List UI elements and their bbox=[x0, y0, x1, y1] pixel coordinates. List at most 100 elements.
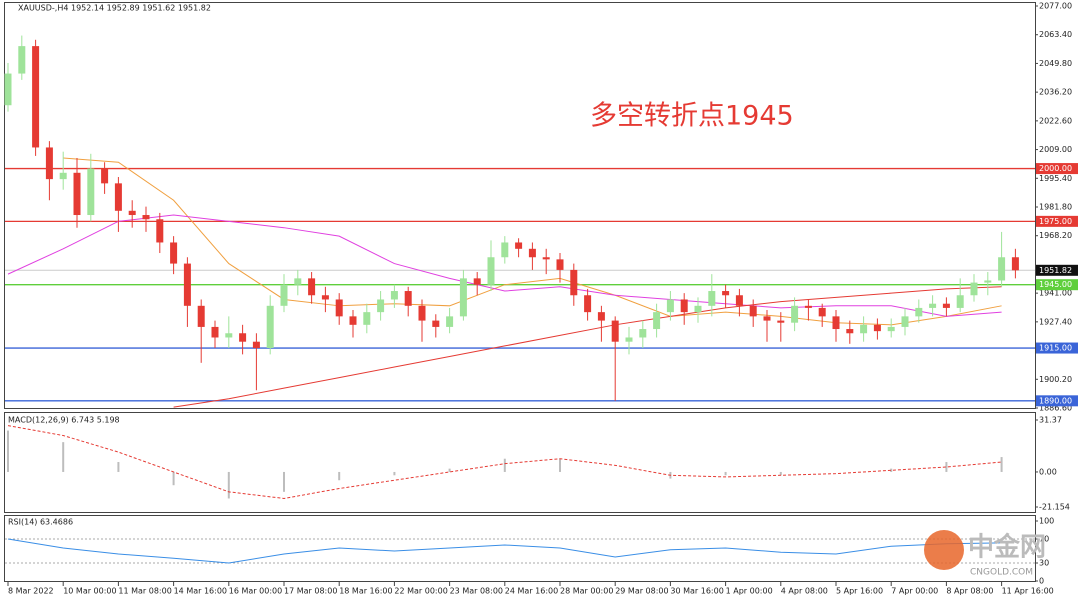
candle-body bbox=[156, 219, 164, 243]
candle-body bbox=[597, 312, 605, 321]
x-tick-label: 11 Apr 16:00 bbox=[1002, 587, 1054, 596]
candle-body bbox=[473, 278, 481, 285]
candle-body bbox=[377, 299, 385, 313]
candle-body bbox=[18, 46, 26, 74]
current-price-label: 1951.82 bbox=[1039, 266, 1072, 275]
candle-body bbox=[956, 295, 964, 308]
rsi-line bbox=[7, 538, 1002, 564]
y-tick-label: 0 bbox=[1039, 577, 1044, 586]
x-tick-label: 18 Mar 16:00 bbox=[339, 587, 392, 596]
candle-body bbox=[142, 215, 150, 220]
y-tick-label: 2077.00 bbox=[1039, 2, 1072, 11]
candle-body bbox=[390, 291, 398, 300]
rsi-panel bbox=[4, 515, 1036, 582]
y-tick-label: 2022.60 bbox=[1039, 116, 1072, 125]
candle-body bbox=[542, 257, 550, 260]
candle-body bbox=[280, 284, 288, 306]
level-label: 2000.00 bbox=[1039, 164, 1072, 173]
candle-body bbox=[763, 316, 771, 321]
level-label: 1890.00 bbox=[1039, 396, 1072, 405]
level-label-box bbox=[1036, 395, 1078, 407]
moving-average bbox=[63, 157, 1002, 326]
level-label-box bbox=[1036, 342, 1078, 354]
macd-title: MACD(12,26,9) 6.743 5.198 bbox=[8, 416, 120, 425]
y-tick-label: 1968.20 bbox=[1039, 231, 1072, 240]
candle-body bbox=[722, 291, 730, 296]
candle-body bbox=[432, 320, 440, 327]
candle-body bbox=[873, 324, 881, 332]
candle-body bbox=[846, 329, 854, 334]
x-tick-label: 4 Apr 08:00 bbox=[781, 587, 828, 596]
candle-body bbox=[777, 320, 785, 323]
candle-body bbox=[515, 242, 523, 249]
candle-body bbox=[653, 312, 661, 330]
y-tick-label: 1941.00 bbox=[1039, 289, 1072, 298]
y-tick-label: 31.37 bbox=[1039, 416, 1062, 425]
candle-body bbox=[170, 242, 178, 264]
candle-body bbox=[239, 333, 247, 342]
candle-body bbox=[335, 299, 343, 317]
moving-average bbox=[173, 286, 1002, 408]
x-tick-label: 8 Apr 08:00 bbox=[946, 587, 993, 596]
candle-body bbox=[984, 280, 992, 283]
candle-body bbox=[459, 278, 467, 317]
candle-body bbox=[708, 291, 716, 306]
candle-body bbox=[680, 299, 688, 313]
candle-body bbox=[294, 278, 302, 285]
watermark-sub: CNGOLD.COM bbox=[970, 568, 1033, 578]
x-tick-label: 22 Mar 00:00 bbox=[394, 587, 447, 596]
candle-body bbox=[584, 295, 592, 313]
y-tick-label: 100 bbox=[1039, 517, 1054, 526]
candle-body bbox=[818, 307, 826, 317]
candle-body bbox=[225, 333, 233, 338]
candle-body bbox=[197, 305, 205, 327]
x-tick-label: 1 Apr 00:00 bbox=[726, 587, 773, 596]
candle-body bbox=[363, 312, 371, 325]
candle-body bbox=[915, 307, 923, 317]
level-label: 1915.00 bbox=[1039, 344, 1072, 353]
y-tick-label: -21.154 bbox=[1039, 503, 1070, 512]
y-tick-label: 2036.20 bbox=[1039, 88, 1072, 97]
candle-body bbox=[183, 263, 191, 306]
candle-body bbox=[211, 326, 219, 338]
x-tick-label: 8 Mar 2022 bbox=[8, 587, 54, 596]
candle-body bbox=[735, 295, 743, 306]
annotation: 多空转折点1945 bbox=[590, 101, 794, 132]
candle-body bbox=[804, 305, 812, 308]
current-price-box bbox=[1036, 264, 1078, 276]
macd-signal bbox=[7, 425, 1002, 499]
level-label-box bbox=[1036, 163, 1078, 175]
candle-body bbox=[252, 341, 260, 349]
candle-body bbox=[832, 316, 840, 330]
candle-body bbox=[446, 316, 454, 327]
candle-body bbox=[998, 257, 1006, 281]
candle-body bbox=[101, 168, 109, 184]
x-tick-label: 28 Mar 00:00 bbox=[560, 587, 613, 596]
candle-body bbox=[611, 320, 619, 342]
candle-body bbox=[73, 172, 81, 216]
y-tick-label: 0.00 bbox=[1039, 467, 1057, 476]
candle-body bbox=[1011, 257, 1019, 271]
candle-body bbox=[114, 183, 122, 211]
candle-body bbox=[666, 299, 674, 313]
candle-body bbox=[45, 147, 53, 180]
x-tick-label: 24 Mar 16:00 bbox=[505, 587, 558, 596]
candle-body bbox=[32, 46, 40, 148]
x-tick-label: 16 Mar 00:00 bbox=[229, 587, 282, 596]
candle-body bbox=[791, 305, 799, 323]
macd-panel bbox=[4, 412, 1036, 513]
x-tick-label: 11 Mar 08:00 bbox=[118, 587, 171, 596]
y-tick-label: 1900.20 bbox=[1039, 375, 1072, 384]
candle-body bbox=[59, 172, 67, 180]
y-tick-label: 1886.60 bbox=[1039, 404, 1072, 413]
level-label-box bbox=[1036, 279, 1078, 291]
candle-body bbox=[625, 337, 633, 342]
candle-body bbox=[694, 305, 702, 313]
candle-body bbox=[321, 295, 329, 300]
y-tick-label: 2049.80 bbox=[1039, 59, 1072, 68]
candle-body bbox=[487, 257, 495, 285]
candle-body bbox=[528, 248, 536, 258]
level-label: 1975.00 bbox=[1039, 217, 1072, 226]
